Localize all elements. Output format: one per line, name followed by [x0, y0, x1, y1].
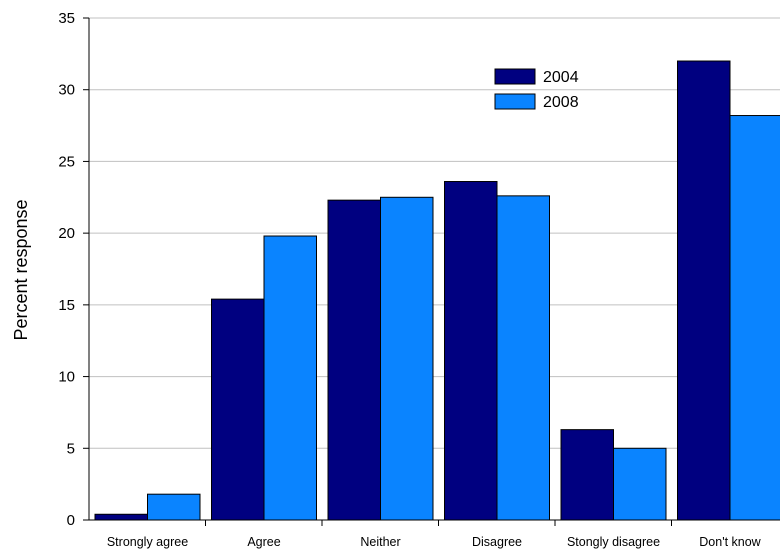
y-tick-label: 35 — [58, 10, 75, 27]
gridlines — [89, 17, 780, 449]
y-tick-label: 15 — [58, 297, 75, 314]
y-tick-label: 10 — [58, 369, 75, 386]
x-category-label: Agree — [247, 535, 280, 549]
x-category-label: Disagree — [472, 535, 522, 549]
axes — [88, 18, 780, 521]
bar-2008-agree — [263, 235, 317, 521]
legend-label-2008: 2008 — [543, 94, 579, 111]
y-tick-label: 5 — [67, 440, 75, 457]
y-tick-label: 0 — [67, 512, 75, 529]
y-axis-title: Percent response — [11, 199, 31, 340]
y-ticks: 0 5 10 15 20 25 30 35 — [58, 10, 89, 529]
bar-2004-neither — [327, 199, 381, 521]
bar-2008-don-t-know — [729, 115, 780, 521]
y-tick-label: 30 — [58, 82, 75, 99]
y-tick-label: 20 — [58, 225, 75, 242]
bar-2008-strongly-agree — [147, 493, 201, 521]
x-category-labels: Strongly agree Agree Neither Disagree Stongl… — [107, 520, 762, 549]
x-category-label: Don't know — [699, 535, 761, 549]
legend-swatch-2004 — [494, 68, 536, 85]
x-category-label: Strongly agree — [107, 535, 188, 549]
bar-2004-disagree — [444, 181, 498, 521]
bar-2008-neither — [380, 196, 434, 521]
bar-2004-agree — [211, 298, 265, 521]
bars — [94, 60, 780, 521]
x-category-label: Neither — [360, 535, 400, 549]
bar-2004-don-t-know — [677, 60, 731, 521]
bar-2004-strongly-agree — [94, 513, 148, 521]
legend-label-2004: 2004 — [543, 69, 579, 86]
legend-swatch-2008 — [494, 93, 536, 110]
x-category-label: Stongly disagree — [567, 535, 660, 549]
y-tick-label: 25 — [58, 153, 75, 170]
bar-2004-stongly-disagree — [560, 429, 614, 521]
legend: 2004 2008 — [494, 68, 579, 111]
bar-2008-disagree — [496, 195, 550, 521]
bar-2008-stongly-disagree — [613, 447, 667, 521]
